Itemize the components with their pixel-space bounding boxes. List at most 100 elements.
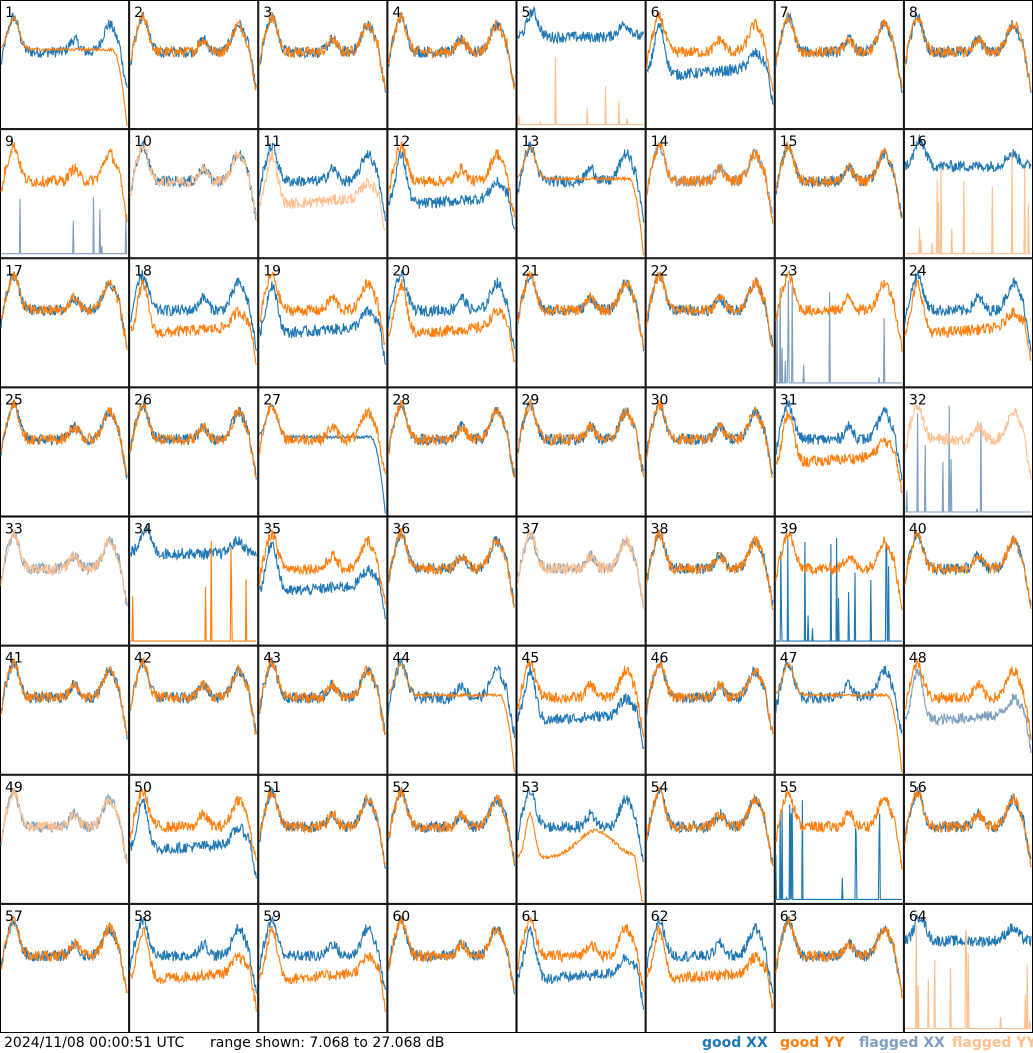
panel-frame	[387, 0, 517, 130]
panel-27: 27	[258, 387, 388, 517]
series-xx-panel-50	[129, 797, 257, 879]
panel-label: 60	[392, 909, 410, 925]
panel-23: 23	[774, 258, 904, 388]
series-yy-panel-60	[387, 915, 516, 990]
series-yy-panel-51	[258, 788, 386, 865]
series-xx-panel-6	[646, 23, 774, 105]
panel-label: 29	[522, 392, 540, 408]
panel-64: 64	[903, 903, 1033, 1033]
panel-1: 1	[0, 0, 130, 130]
series-yy-panel-6	[646, 11, 774, 92]
legend-good-xx: good XX	[702, 1035, 768, 1051]
panel-label: 16	[909, 134, 927, 150]
panel-41: 41	[0, 645, 130, 775]
panel-frame	[516, 129, 646, 259]
series-xx-panel-31	[775, 400, 903, 481]
panel-label: 55	[780, 780, 798, 796]
series-yy-panel-1	[1, 15, 128, 126]
panel-label: 1	[5, 5, 14, 21]
panel-label: 46	[651, 651, 669, 667]
panel-label: 48	[909, 651, 927, 667]
series-yy-panel-11	[258, 150, 386, 232]
series-xx-panel-23	[775, 280, 902, 384]
series-yy-panel-35	[258, 529, 386, 605]
panel-54: 54	[645, 774, 775, 904]
panel-frame	[258, 129, 388, 259]
panel-frame	[129, 387, 259, 517]
panel-label: 34	[134, 522, 152, 538]
panel-frame	[903, 0, 1033, 130]
series-yy-panel-53	[517, 810, 644, 902]
panel-45: 45	[516, 645, 646, 775]
series-xx-panel-53	[516, 787, 645, 863]
panel-36: 36	[387, 516, 517, 646]
panel-33: 33	[0, 516, 130, 646]
series-xx-panel-48	[904, 668, 1032, 754]
panel-label: 22	[651, 263, 669, 279]
series-yy-panel-33	[0, 529, 128, 603]
panel-label: 44	[392, 651, 410, 667]
series-xx-panel-43	[258, 657, 386, 735]
panel-label: 45	[522, 651, 540, 667]
panel-frame	[774, 774, 904, 904]
series-yy-panel-41	[0, 658, 128, 735]
panel-frame	[387, 129, 517, 259]
series-yy-panel-29	[517, 399, 645, 477]
series-yy-panel-43	[258, 657, 386, 735]
panel-label: 27	[263, 392, 281, 408]
panel-label: 20	[392, 263, 410, 279]
series-yy-panel-3	[258, 12, 386, 91]
panel-3: 3	[258, 0, 388, 130]
panel-label: 43	[263, 651, 281, 667]
panel-34: 34	[129, 516, 259, 646]
series-xx-panel-35	[258, 541, 386, 620]
series-yy-panel-57	[0, 915, 128, 994]
panel-frame	[0, 516, 130, 646]
panel-58: 58	[129, 903, 259, 1033]
panel-frame	[774, 903, 904, 1033]
panel-label: 17	[5, 263, 23, 279]
series-yy-panel-13	[517, 146, 645, 255]
series-yy-panel-61	[516, 916, 645, 992]
panel-62: 62	[645, 903, 775, 1033]
panel-frame	[0, 129, 130, 259]
panel-label: 52	[392, 780, 410, 796]
series-yy-panel-9	[0, 141, 128, 222]
panel-label: 39	[780, 522, 798, 538]
panel-label: 15	[780, 134, 798, 150]
panel-24: 24	[903, 258, 1033, 388]
panel-label: 42	[134, 651, 152, 667]
panel-label: 41	[5, 651, 23, 667]
panel-label: 9	[5, 134, 14, 150]
series-yy-panel-44	[388, 662, 516, 773]
panel-frame	[516, 516, 646, 646]
series-xx-panel-34	[129, 524, 257, 561]
series-yy-panel-17	[0, 271, 128, 350]
panel-label: 11	[263, 134, 281, 150]
series-yy-panel-10	[129, 144, 257, 222]
series-yy-panel-52	[387, 787, 516, 865]
panel-40: 40	[903, 516, 1033, 646]
series-yy-panel-32	[904, 401, 1032, 480]
series-yy-panel-58	[129, 926, 257, 1012]
panel-label: 40	[909, 522, 927, 538]
panel-frame	[516, 0, 646, 130]
panel-56: 56	[903, 774, 1033, 904]
panel-43: 43	[258, 645, 388, 775]
panel-frame	[0, 387, 130, 517]
series-yy-panel-26	[129, 402, 257, 479]
panel-6: 6	[645, 0, 775, 130]
series-yy-panel-19	[259, 270, 386, 346]
panel-label: 62	[651, 909, 669, 925]
panel-label: 4	[392, 5, 401, 21]
panel-label: 36	[392, 522, 410, 538]
series-xx-panel-9	[1, 197, 128, 255]
panel-52: 52	[387, 774, 517, 904]
panel-frame	[0, 258, 130, 388]
panel-label: 35	[263, 522, 281, 538]
panel-label: 30	[651, 392, 669, 408]
panel-label: 38	[651, 522, 669, 538]
panel-39: 39	[774, 516, 904, 646]
panel-44: 44	[387, 645, 517, 775]
panel-16: 16	[903, 129, 1033, 259]
